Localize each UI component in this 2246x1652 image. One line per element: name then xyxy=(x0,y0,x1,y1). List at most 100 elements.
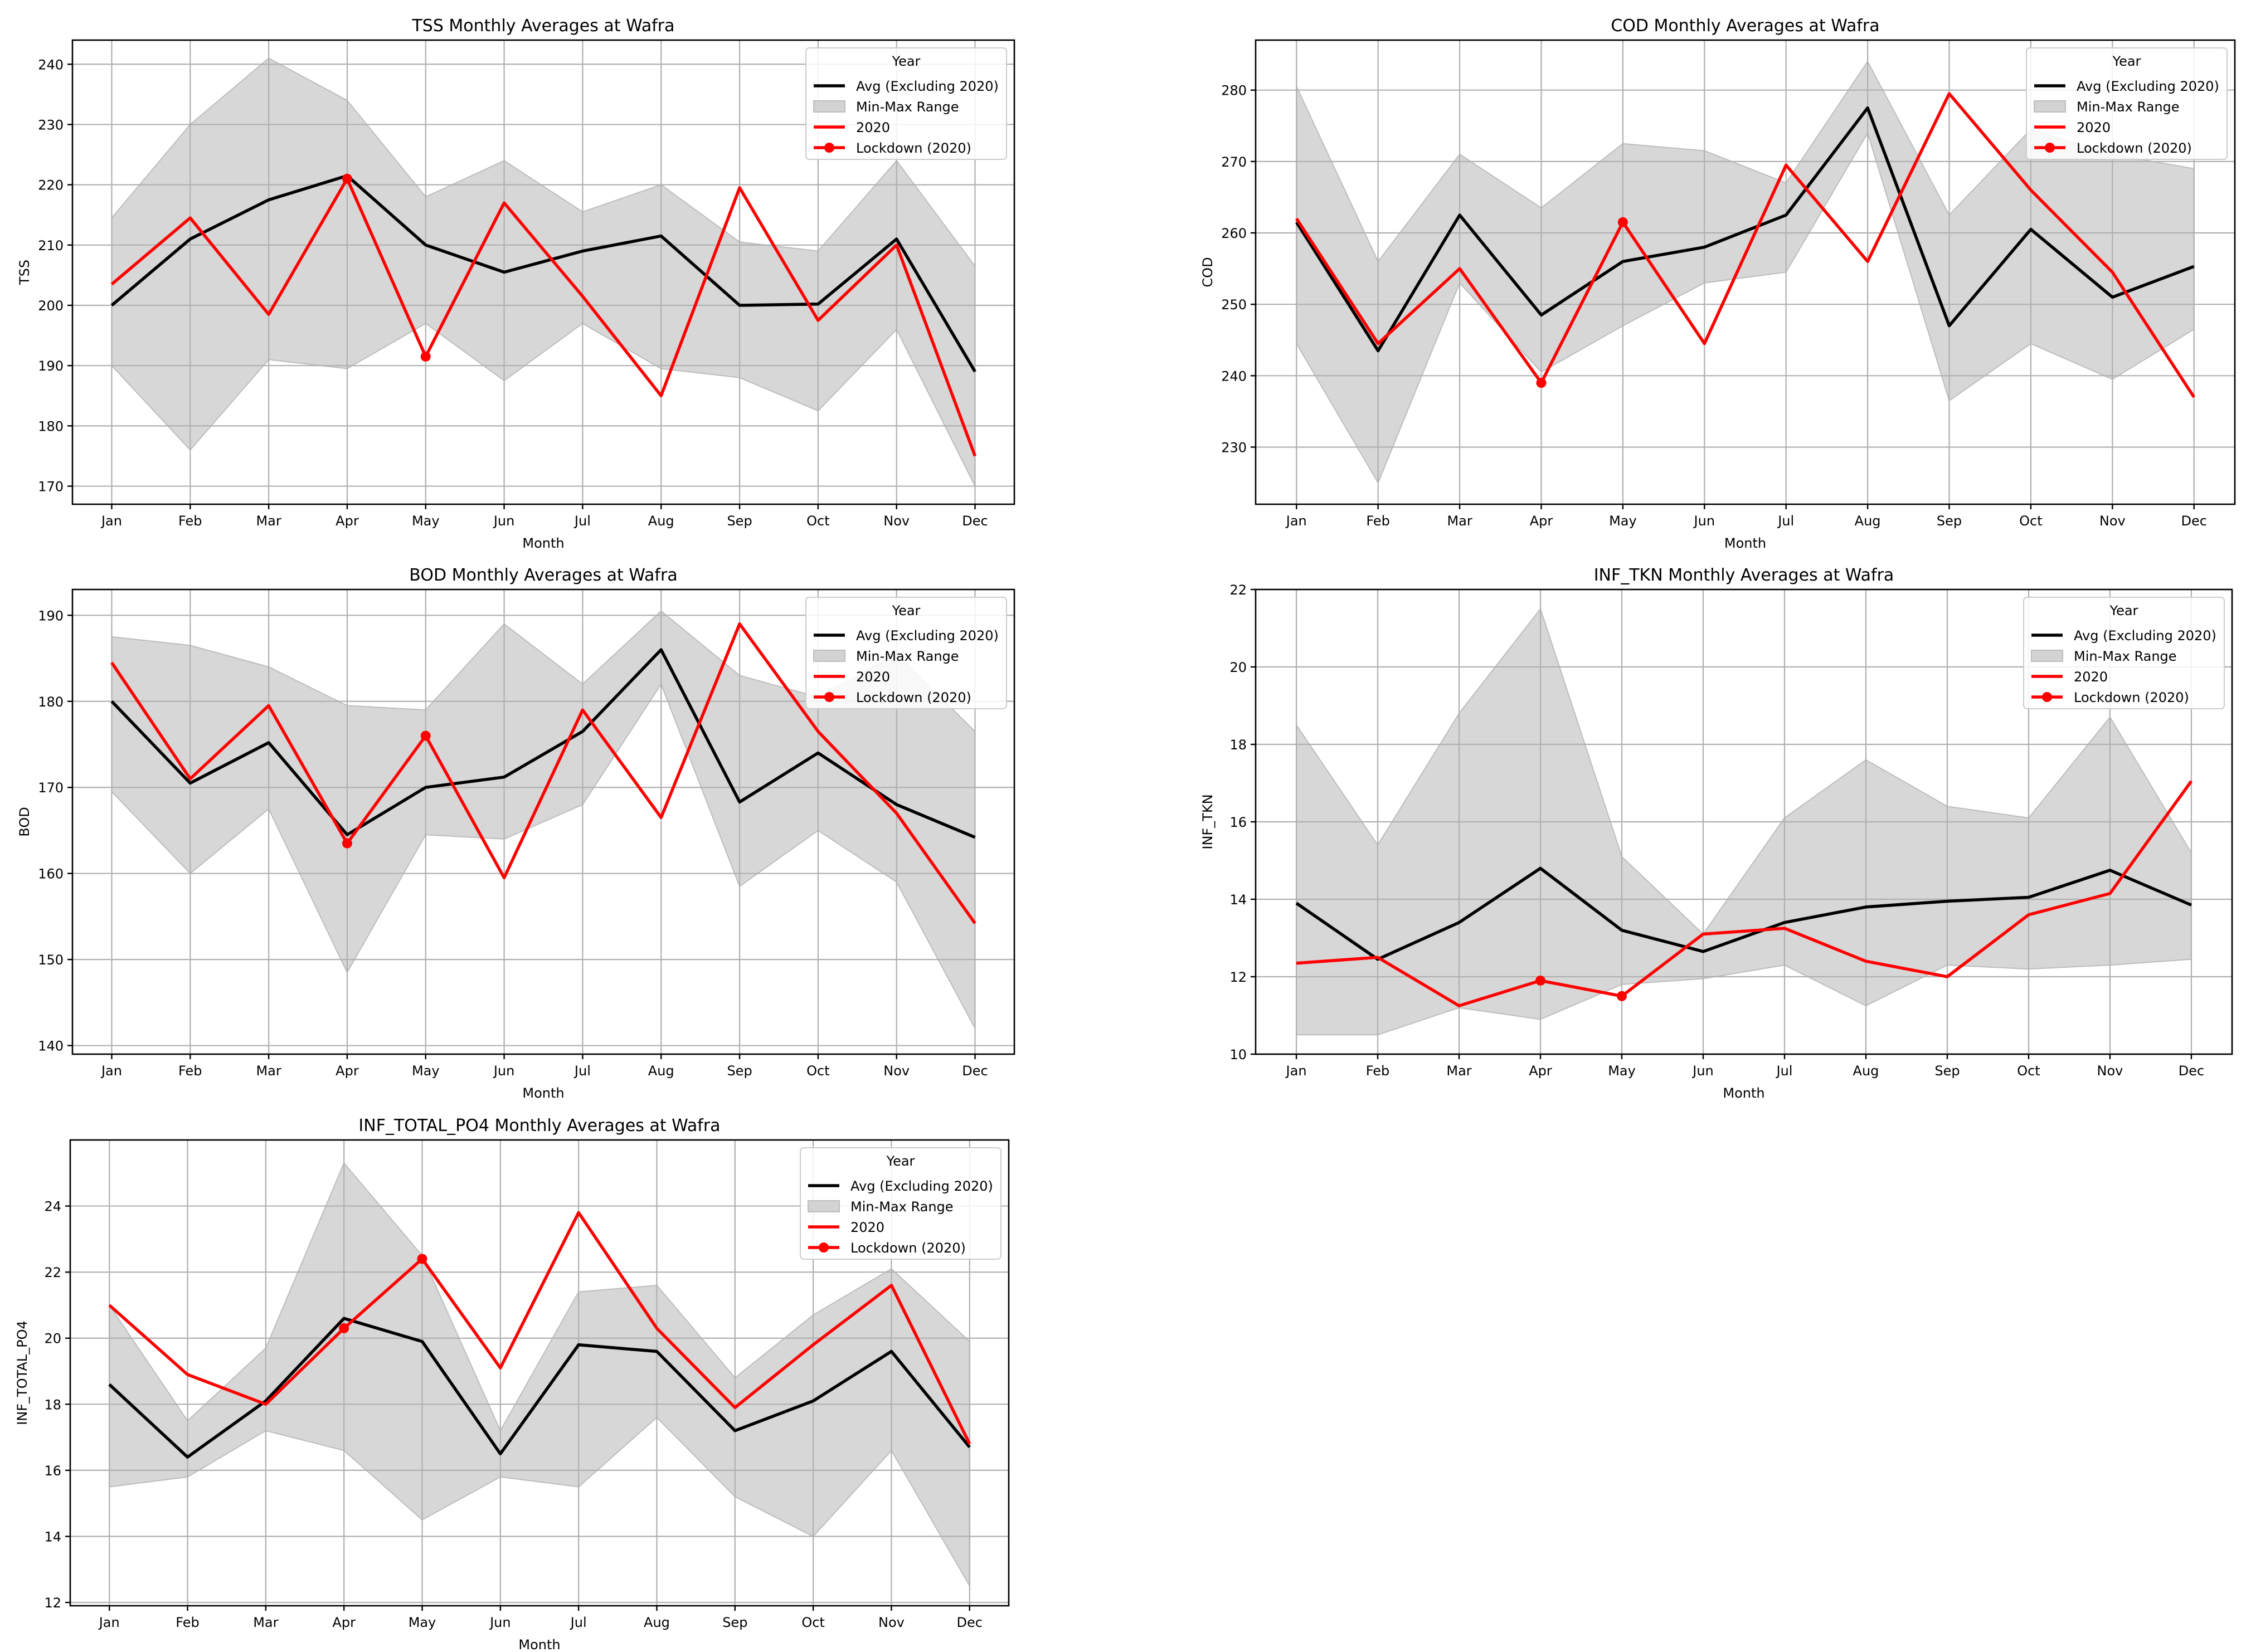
x-tick-label: Dec xyxy=(957,1615,983,1630)
x-tick-label: Jul xyxy=(1776,1063,1793,1079)
x-tick-label: Jan xyxy=(1285,513,1307,529)
lockdown-2020-marker xyxy=(1617,991,1627,1001)
legend-lockdown-swatch-marker xyxy=(2045,143,2055,153)
y-tick-label: 20 xyxy=(1229,660,1247,675)
x-tick-label: Apr xyxy=(332,1615,356,1630)
legend-entry-label: Lockdown (2020) xyxy=(856,140,971,156)
legend-lockdown-swatch-marker xyxy=(819,1242,829,1253)
x-tick-label: Aug xyxy=(644,1615,670,1630)
legend-entry-label: Min-Max Range xyxy=(856,649,959,664)
x-tick-label: Aug xyxy=(648,513,674,529)
legend-entry-label: 2020 xyxy=(2077,120,2111,135)
legend-range-swatch xyxy=(2034,100,2066,113)
y-tick-label: 140 xyxy=(38,1039,64,1054)
y-tick-label: 240 xyxy=(1221,368,1247,384)
legend-title: Year xyxy=(2109,603,2138,618)
legend-range-swatch xyxy=(2031,650,2063,662)
y-axis-label: INF_TKN xyxy=(1200,794,1216,849)
y-tick-label: 230 xyxy=(1221,440,1247,455)
y-tick-label: 24 xyxy=(44,1199,61,1215)
x-tick-label: Feb xyxy=(178,513,202,529)
x-tick-label: Mar xyxy=(256,513,281,529)
plot-frame xyxy=(1255,39,2236,505)
x-tick-label: Aug xyxy=(1855,513,1881,529)
legend-title: Year xyxy=(2112,53,2141,69)
x-axis-label: Month xyxy=(1724,535,1766,551)
y-tick-label: 260 xyxy=(1221,226,1247,241)
x-tick-label: Apr xyxy=(1530,513,1553,529)
lockdown-2020-marker xyxy=(1535,975,1546,986)
legend-entry-label: Min-Max Range xyxy=(856,99,959,115)
y-axis-label: TSS xyxy=(17,260,32,285)
legend-entry-label: Min-Max Range xyxy=(2077,99,2180,115)
y-axis-label: BOD xyxy=(17,807,32,836)
chart-title: TSS Monthly Averages at Wafra xyxy=(411,16,674,36)
x-axis-label: Month xyxy=(522,535,564,551)
x-tick-label: Nov xyxy=(883,513,910,529)
series-2020-line xyxy=(108,1211,971,1445)
lockdown-2020-marker xyxy=(1536,378,1547,388)
legend-lockdown-swatch-marker xyxy=(824,692,834,702)
legend-range-swatch xyxy=(813,650,845,662)
x-tick-label: Jun xyxy=(493,513,515,529)
plot-frame xyxy=(69,1139,1010,1607)
y-tick-label: 16 xyxy=(1229,815,1247,830)
legend: Year Avg (Excluding 2020) Min-Max Range 202… xyxy=(805,597,1007,709)
legend-entry-label: 2020 xyxy=(2074,669,2108,685)
legend-entry-label: Lockdown (2020) xyxy=(856,690,971,705)
lockdown-2020-marker xyxy=(339,1323,349,1333)
x-tick-label: Jan xyxy=(98,1615,120,1630)
lockdown-2020-marker xyxy=(342,173,352,184)
y-tick-label: 160 xyxy=(38,866,64,882)
legend-entry-label: Avg (Excluding 2020) xyxy=(856,628,999,644)
x-tick-label: Oct xyxy=(806,1063,830,1079)
legend: Year Avg (Excluding 2020) Min-Max Range 202… xyxy=(2026,47,2228,160)
legend-title: Year xyxy=(892,603,921,618)
x-tick-label: Jan xyxy=(1285,1063,1307,1079)
chart-title: INF_TOTAL_PO4 Monthly Averages at Wafra xyxy=(358,1116,720,1136)
x-tick-label: Jan xyxy=(100,1063,122,1079)
plot-frame xyxy=(71,588,1015,1055)
x-tick-label: May xyxy=(412,513,440,529)
legend-entry-label: 2020 xyxy=(850,1220,884,1235)
legend-entry-label: Min-Max Range xyxy=(2074,649,2177,664)
lockdown-2020-marker xyxy=(417,1254,427,1264)
x-tick-label: Jan xyxy=(100,513,122,529)
legend-entry-label: 2020 xyxy=(856,120,890,135)
legend-entry-label: Lockdown (2020) xyxy=(2074,690,2189,705)
y-tick-label: 280 xyxy=(1221,83,1247,99)
legend: Year Avg (Excluding 2020) Min-Max Range 202… xyxy=(800,1147,1002,1260)
y-tick-label: 240 xyxy=(38,57,64,72)
y-tick-label: 190 xyxy=(38,608,64,623)
x-tick-label: Mar xyxy=(1446,1063,1471,1079)
x-tick-label: Mar xyxy=(256,1063,281,1079)
x-tick-label: Dec xyxy=(2181,513,2207,529)
x-tick-label: Apr xyxy=(336,1063,359,1079)
x-tick-label: Mar xyxy=(1447,513,1472,529)
x-tick-label: Aug xyxy=(1853,1063,1879,1079)
lockdown-2020-marker xyxy=(420,351,431,362)
y-tick-label: 14 xyxy=(44,1529,61,1544)
series-2020-line xyxy=(110,177,977,457)
x-tick-label: Feb xyxy=(178,1063,202,1079)
x-tick-label: Jun xyxy=(1693,513,1715,529)
x-tick-label: Oct xyxy=(801,1615,825,1630)
x-tick-label: Jun xyxy=(493,1063,515,1079)
legend-range-swatch xyxy=(813,100,845,113)
x-tick-label: May xyxy=(1608,1063,1636,1079)
legend-entry-label: Lockdown (2020) xyxy=(850,1240,966,1256)
y-tick-label: 14 xyxy=(1229,892,1247,908)
y-tick-label: 12 xyxy=(44,1595,61,1611)
x-tick-label: Dec xyxy=(962,1063,988,1079)
x-axis-label: Month xyxy=(518,1637,560,1652)
x-tick-label: May xyxy=(1609,513,1637,529)
x-tick-label: Jul xyxy=(573,513,591,529)
legend-entry-label: Min-Max Range xyxy=(850,1199,954,1215)
x-axis-label: Month xyxy=(522,1085,564,1101)
x-tick-label: Sep xyxy=(727,513,752,529)
legend-title: Year xyxy=(886,1153,915,1169)
y-tick-label: 180 xyxy=(38,418,64,434)
